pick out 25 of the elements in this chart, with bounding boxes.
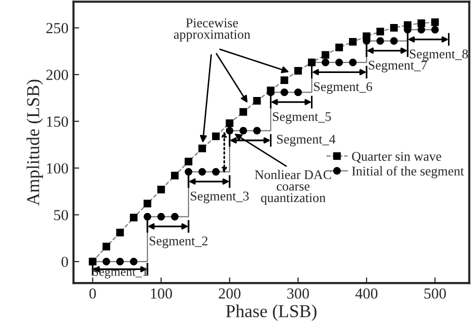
annotation: Segment_4 <box>277 134 336 146</box>
y-tick-label: 250 <box>46 22 68 34</box>
x-axis-title: Phase (LSB) <box>226 304 316 321</box>
legend-label: Quarter sin wave <box>352 152 442 163</box>
x-tick-label: 100 <box>151 288 172 299</box>
y-tick-label: 50 <box>54 210 68 220</box>
annotation: Segment_6 <box>314 82 372 94</box>
legend-label: Initial of the segment <box>352 166 464 178</box>
annotation: Segment_7 <box>368 60 427 72</box>
annotation: Segment_3 <box>190 192 249 204</box>
y-tick-label: 200 <box>46 70 68 80</box>
x-tick-label: 300 <box>287 288 309 299</box>
x-tick-label: 0 <box>89 288 96 299</box>
annotation: Nonliear DAC coarse quantization <box>254 170 332 205</box>
annotation: Segment_5 <box>272 112 331 124</box>
annotation: Segment_8 <box>410 50 468 62</box>
y-axis-title: Amplitude (LSB) <box>26 80 43 206</box>
annotation: Piecewise approximation <box>174 18 250 42</box>
y-tick-label: 100 <box>47 163 68 174</box>
x-tick-label: 400 <box>355 288 378 299</box>
x-tick-label: 500 <box>424 288 446 299</box>
y-tick-label: 150 <box>47 116 68 127</box>
y-tick-label: 0 <box>62 256 68 267</box>
x-tick-label: 200 <box>218 288 240 299</box>
annotation: Segment_2 <box>150 236 208 248</box>
